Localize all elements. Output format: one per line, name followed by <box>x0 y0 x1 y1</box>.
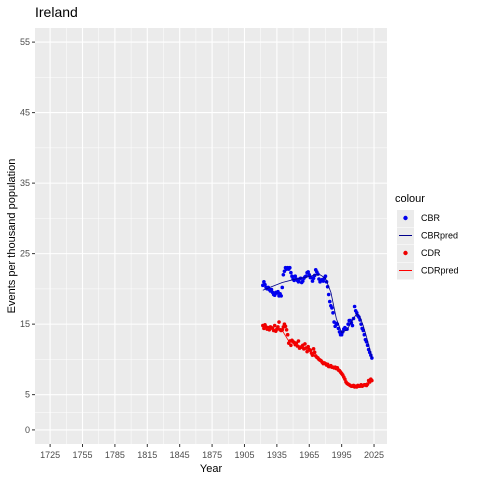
x-tick-label: 1845 <box>170 450 190 460</box>
legend-label-CDR: CDR <box>421 248 441 258</box>
y-tick-label: 35 <box>20 178 30 188</box>
data-point-CBR <box>306 270 310 274</box>
data-point-CBR <box>327 299 332 304</box>
data-point-CBR <box>323 274 328 278</box>
data-point-CBR <box>346 322 350 326</box>
chart-title: Ireland <box>35 4 78 20</box>
data-point-CBR <box>321 279 326 283</box>
x-tick-label: 1905 <box>234 450 254 460</box>
series-line-CDRpred <box>262 327 373 387</box>
x-tick-label: 1875 <box>202 450 222 460</box>
data-point-CBR <box>263 282 267 287</box>
data-point-CBR <box>288 265 292 270</box>
data-point-CBR <box>280 285 285 290</box>
data-point-CBR <box>307 272 312 277</box>
grid <box>35 28 387 444</box>
data-point-CBR <box>352 304 357 309</box>
legend-label-CDRpred: CDRpred <box>421 266 459 276</box>
legend-point-CDR <box>403 250 408 256</box>
data-point-CDR <box>272 323 277 328</box>
data-point-CBR <box>310 279 315 283</box>
data-point-CBR <box>337 330 342 334</box>
y-tick-label: 5 <box>25 390 30 400</box>
legend-label-CBRpred: CBRpred <box>421 231 458 241</box>
data-point-CBR <box>262 280 266 284</box>
legend-title: colour <box>395 193 425 205</box>
data-point-CDR <box>296 339 301 343</box>
data-point-CBR <box>330 306 334 310</box>
x-tick-label: 1935 <box>267 450 287 460</box>
x-axis-label: Year <box>200 463 223 475</box>
data-point-CBR <box>350 323 355 328</box>
data-point-CBR <box>316 272 320 276</box>
data-point-CBR <box>269 287 274 292</box>
x-tick-label: 1725 <box>40 450 60 460</box>
data-point-CBR <box>279 294 283 298</box>
legend: colour CBR CBRpred CDR CDRpred <box>395 193 459 280</box>
data-point-CDR <box>285 332 290 337</box>
x-tick-label: 1815 <box>137 450 157 460</box>
data-point-CBR <box>290 274 294 278</box>
data-point-CDR <box>306 344 310 349</box>
x-tick-label: 1965 <box>299 450 319 460</box>
data-point-CBR <box>311 276 316 281</box>
data-point-CDR <box>289 343 293 348</box>
plot-panel <box>35 28 387 444</box>
legend-point-CBR <box>403 215 408 221</box>
data-point-CBR <box>357 315 361 319</box>
data-point-CDR <box>284 327 289 332</box>
data-point-CDR <box>277 320 281 324</box>
data-point-CDR <box>303 342 307 346</box>
data-point-CBR <box>281 272 286 277</box>
y-axis-label: Events per thousand population <box>6 159 18 314</box>
data-point-CBR <box>289 270 293 275</box>
data-point-CDR <box>308 348 313 353</box>
data-point-CDR <box>283 324 288 329</box>
data-point-CDR <box>311 347 316 351</box>
y-tick-label: 45 <box>20 108 30 118</box>
data-point-CDR <box>276 325 280 329</box>
data-point-CBR <box>293 274 298 278</box>
data-point-CBR <box>326 292 331 297</box>
x-tick-label: 2025 <box>364 450 384 460</box>
x-tick-label: 1785 <box>105 450 125 460</box>
data-marks <box>261 265 374 389</box>
data-point-CBR <box>296 280 301 284</box>
series-CBR <box>261 265 374 360</box>
data-point-CBR <box>354 311 359 315</box>
data-point-CBR <box>331 311 335 315</box>
data-point-CBR <box>339 332 344 337</box>
data-point-CDR <box>312 350 317 355</box>
y-tick-label: 0 <box>25 425 30 435</box>
x-tick-label: 1995 <box>332 450 352 460</box>
legend-label-CBR: CBR <box>421 213 441 223</box>
axes: 1725 1755 1785 1815 1845 1875 1905 1935 1965 1995… <box>20 37 384 460</box>
data-point-CBR <box>300 279 305 283</box>
y-tick-label: 25 <box>20 249 30 259</box>
x-tick-label: 1755 <box>72 450 92 460</box>
y-tick-label: 15 <box>20 319 30 329</box>
series-line-CBRpred <box>262 274 373 359</box>
y-tick-label: 55 <box>20 37 30 47</box>
